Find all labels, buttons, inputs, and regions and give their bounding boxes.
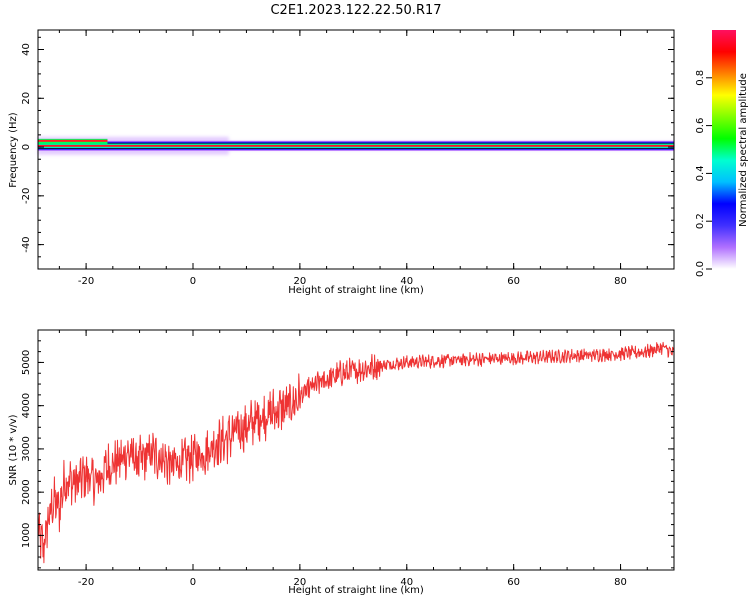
spectrogram-frame (37, 29, 675, 270)
snr-y-tick-label: 5000 (21, 350, 32, 375)
snr-y-label: SNR (10 * v/v) (8, 414, 19, 485)
snr-x-tick-label: 0 (190, 577, 196, 588)
snr-x-tick-label: 40 (400, 577, 413, 588)
snr-panel: -20 0 20 40 60 80 1000 2000 3000 4000 5000 Height… (8, 329, 675, 596)
colorbar-tick-label: 0.4 (695, 165, 706, 181)
spectrogram-y-tick-label: 20 (21, 92, 32, 105)
colorbar-ticks: 0.0 0.2 0.4 0.6 0.8 (695, 70, 712, 277)
colorbar-tick-label: 0.0 (695, 261, 706, 277)
spectrogram-x-label: Height of straight line (km) (288, 285, 424, 296)
spectrogram-x-tick-label: 80 (614, 276, 627, 287)
snr-x-ticks: -20 0 20 40 60 80 (58, 330, 675, 588)
colorbar-tick-label: 0.6 (695, 118, 706, 134)
spectrogram-y-tick-label: -40 (21, 236, 32, 252)
colorbar-tick-label: 0.8 (695, 70, 706, 86)
snr-x-label: Height of straight line (km) (288, 585, 424, 596)
spectrogram-panel: -20 0 20 40 60 80 -40 -20 0 20 40 Height of strai… (8, 29, 675, 296)
colorbar-gradient (712, 30, 736, 269)
spectrogram-y-label: Frequency (Hz) (8, 112, 19, 188)
spectrogram-y-tick-label: 0 (21, 144, 32, 150)
spectrogram-x-ticks: -20 0 20 40 60 80 (58, 30, 675, 287)
snr-y-tick-label: 3000 (21, 436, 32, 461)
spectrogram-band (38, 136, 675, 155)
colorbar: 0.0 0.2 0.4 0.6 0.8 Normalized spectral ampl… (695, 30, 749, 277)
spectrogram-x-tick-label: 60 (507, 276, 520, 287)
snr-series-line (37, 341, 675, 564)
snr-x-tick-label: 80 (614, 577, 627, 588)
spectrogram-y-tick-label: 40 (21, 43, 32, 56)
spectrogram-band-offset-core (38, 139, 108, 142)
figure-title: C2E1.2023.122.22.50.R17 (270, 3, 441, 18)
spectrogram-y-tick-label: -20 (21, 188, 32, 204)
spectrogram-x-tick-label: 0 (190, 276, 196, 287)
spectrogram-y-ticks: -40 -20 0 20 40 (21, 36, 674, 270)
spectrogram-x-tick-label: 20 (294, 276, 307, 287)
snr-y-ticks: 1000 2000 3000 4000 5000 (21, 329, 674, 569)
snr-x-tick-label: 60 (507, 577, 520, 588)
colorbar-tick-label: 0.2 (695, 213, 706, 229)
colorbar-label: Normalized spectral amplitude (738, 73, 749, 227)
snr-frame (37, 329, 675, 571)
spectrogram-band-layer (38, 144, 674, 147)
snr-y-tick-label: 4000 (21, 393, 32, 418)
snr-y-tick-label: 2000 (21, 479, 32, 504)
snr-x-tick-label: -20 (78, 577, 94, 588)
spectrogram-x-tick-label: 40 (400, 276, 413, 287)
snr-x-tick-label: 20 (294, 577, 307, 588)
snr-y-tick-label: 1000 (21, 523, 32, 548)
spectrogram-x-tick-label: -20 (78, 276, 94, 287)
